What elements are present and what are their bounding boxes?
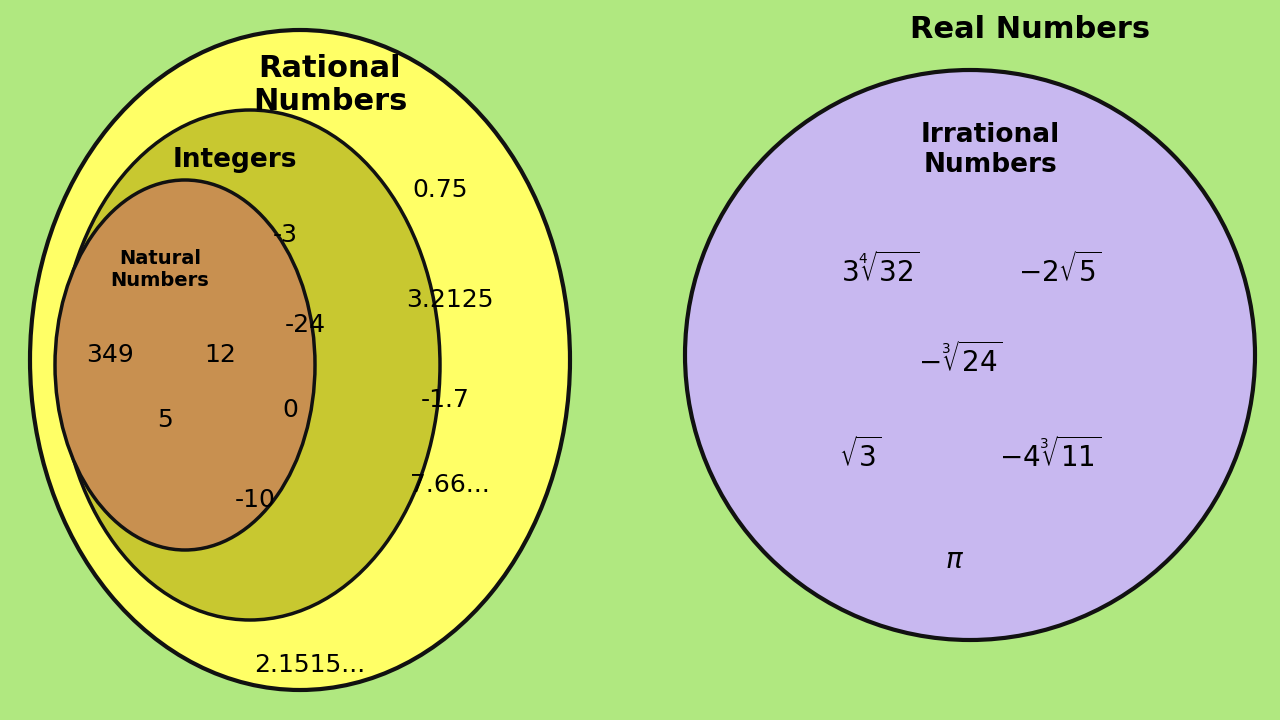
Text: 2.1515...: 2.1515... [255,653,366,677]
Text: Rational
Numbers: Rational Numbers [253,54,407,117]
Text: Integers: Integers [173,147,297,173]
Text: 0.75: 0.75 [412,178,467,202]
Text: 7.66...: 7.66... [410,473,490,497]
Ellipse shape [60,110,440,620]
Text: $-2\sqrt{5}$: $-2\sqrt{5}$ [1018,252,1102,288]
Circle shape [685,70,1254,640]
Text: -24: -24 [284,313,325,337]
Text: -1.7: -1.7 [421,388,470,412]
Text: 5: 5 [157,408,173,432]
Text: -3: -3 [273,223,297,247]
Text: Real Numbers: Real Numbers [910,16,1149,45]
Text: Irrational
Numbers: Irrational Numbers [920,122,1060,178]
Text: $3\sqrt[4]{32}$: $3\sqrt[4]{32}$ [841,252,919,288]
Text: 349: 349 [86,343,134,367]
Text: Natural
Numbers: Natural Numbers [110,250,210,290]
Text: $\sqrt{3}$: $\sqrt{3}$ [838,437,882,473]
Ellipse shape [55,180,315,550]
Ellipse shape [29,30,570,690]
Text: 0: 0 [282,398,298,422]
Text: -10: -10 [234,488,275,512]
Text: $\pi$: $\pi$ [946,546,965,574]
Text: 3.2125: 3.2125 [406,288,494,312]
Text: $-4\sqrt[3]{11}$: $-4\sqrt[3]{11}$ [998,437,1101,473]
Text: 12: 12 [204,343,236,367]
Text: $-\sqrt[3]{24}$: $-\sqrt[3]{24}$ [918,342,1002,378]
